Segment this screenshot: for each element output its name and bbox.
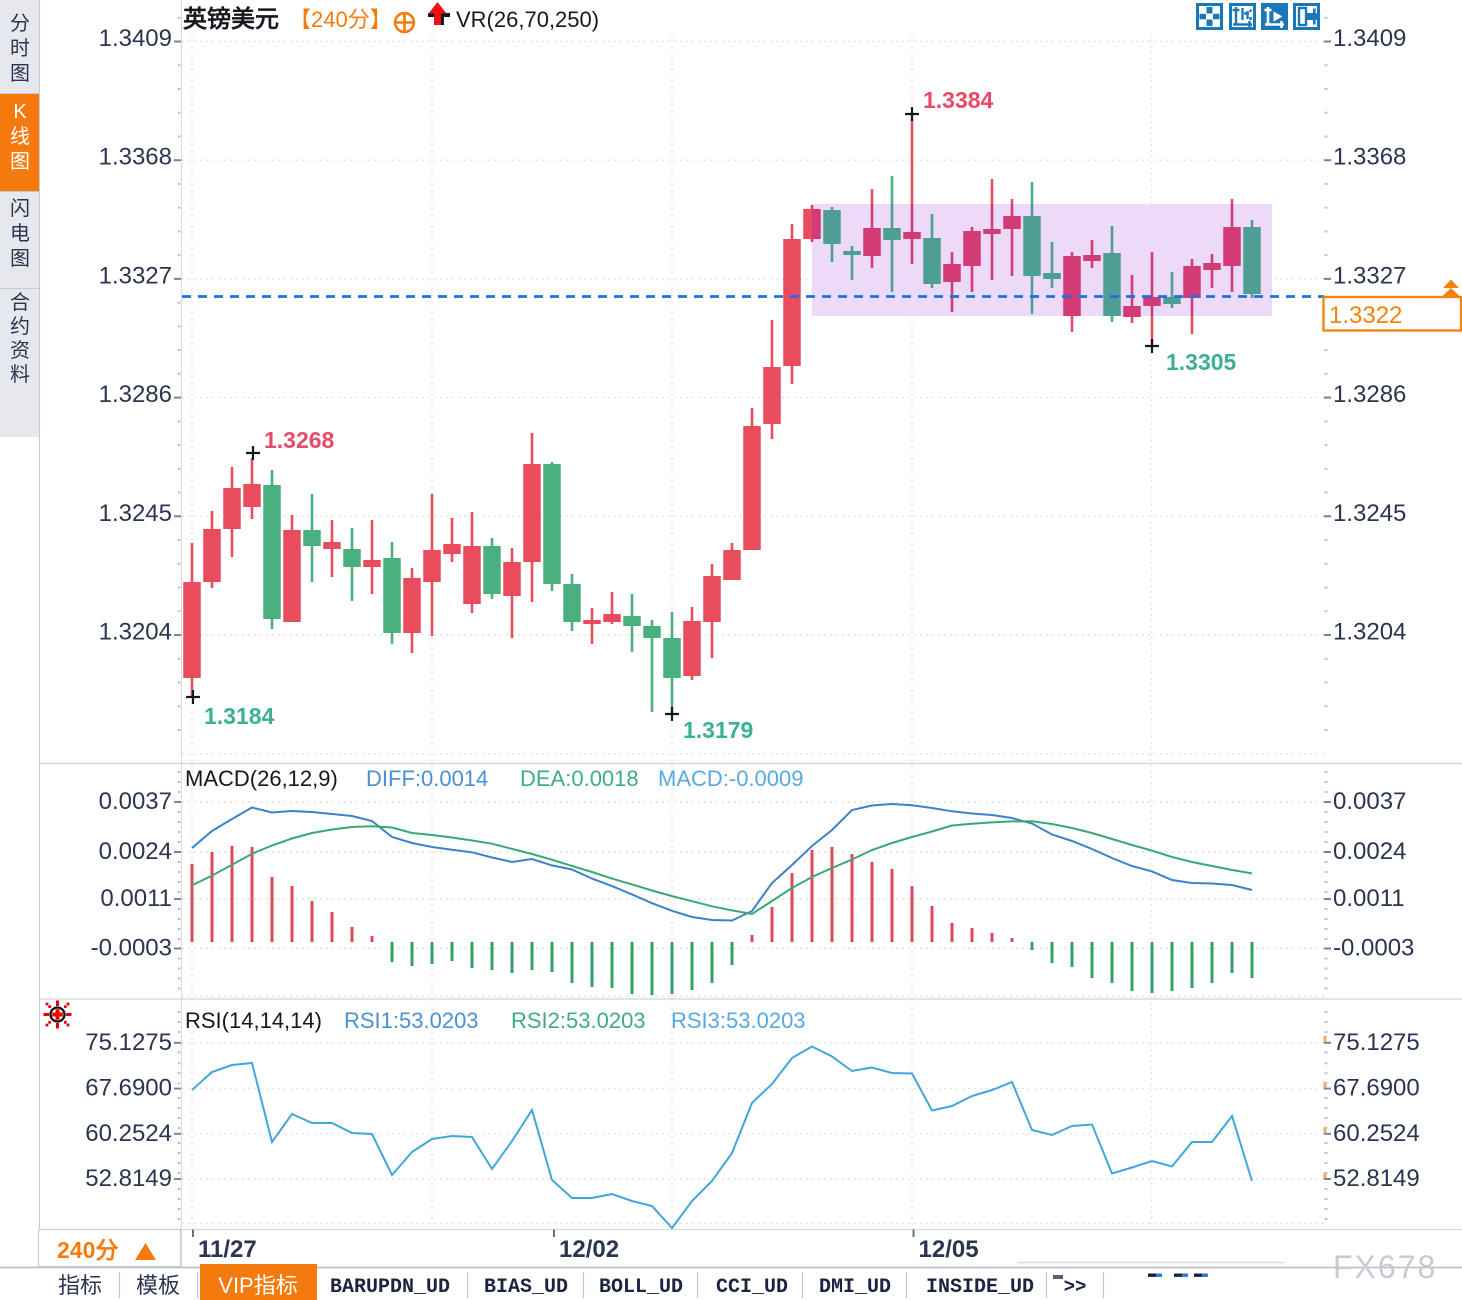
svg-text:-0.0003: -0.0003: [91, 935, 172, 962]
svg-text:【240分】: 【240分】: [289, 7, 392, 32]
svg-text:RSI1:53.0203: RSI1:53.0203: [344, 1008, 479, 1033]
svg-text:BARUPDN_UD: BARUPDN_UD: [330, 1276, 450, 1299]
svg-text:1.3204: 1.3204: [1333, 619, 1406, 646]
svg-text:1.3245: 1.3245: [1333, 500, 1406, 527]
svg-text:1.3368: 1.3368: [1333, 144, 1406, 171]
svg-text:75.1275: 75.1275: [1333, 1029, 1420, 1056]
svg-text:图: 图: [10, 248, 30, 270]
svg-text:0.0011: 0.0011: [1333, 885, 1405, 912]
svg-text:1.3268: 1.3268: [264, 427, 335, 453]
svg-text:VIP指标: VIP指标: [218, 1273, 297, 1298]
svg-text:约: 约: [10, 315, 30, 338]
svg-text:0.0024: 0.0024: [99, 838, 172, 865]
svg-text:模板: 模板: [136, 1273, 180, 1298]
svg-text:75.1275: 75.1275: [85, 1029, 172, 1056]
svg-text:DIFF:0.0014: DIFF:0.0014: [366, 766, 488, 791]
svg-text:1.3409: 1.3409: [1333, 25, 1406, 52]
svg-text:合: 合: [10, 291, 30, 314]
svg-text:60.2524: 60.2524: [85, 1120, 172, 1147]
svg-text:1.3322: 1.3322: [1329, 302, 1402, 329]
svg-text:BOLL_UD: BOLL_UD: [599, 1276, 683, 1299]
svg-text:线: 线: [10, 125, 30, 148]
svg-text:RSI2:53.0203: RSI2:53.0203: [511, 1008, 646, 1033]
svg-text:闪: 闪: [10, 197, 30, 220]
svg-text:DMI_UD: DMI_UD: [819, 1276, 891, 1299]
svg-text:1.3286: 1.3286: [99, 381, 172, 408]
svg-text:FX678: FX678: [1333, 1249, 1437, 1285]
svg-text:RSI3:53.0203: RSI3:53.0203: [671, 1008, 806, 1033]
svg-text:240分: 240分: [57, 1237, 118, 1263]
svg-text:0.0037: 0.0037: [1333, 788, 1406, 815]
svg-text:12/05: 12/05: [919, 1236, 979, 1263]
svg-text:料: 料: [10, 363, 30, 386]
svg-text:52.8149: 52.8149: [85, 1165, 172, 1192]
svg-text:时: 时: [10, 37, 30, 60]
svg-text:INSIDE_UD: INSIDE_UD: [926, 1276, 1034, 1299]
svg-text:52.8149: 52.8149: [1333, 1165, 1420, 1192]
svg-text:DEA:0.0018: DEA:0.0018: [520, 766, 639, 791]
svg-text:图: 图: [10, 151, 30, 173]
svg-text:1.3286: 1.3286: [1333, 381, 1406, 408]
svg-text:>>: >>: [1064, 1276, 1087, 1298]
svg-text:电: 电: [10, 222, 30, 245]
svg-text:1.3305: 1.3305: [1166, 349, 1237, 375]
svg-text:指标: 指标: [58, 1273, 102, 1298]
svg-text:CCI_UD: CCI_UD: [716, 1276, 788, 1299]
svg-text:1.3384: 1.3384: [923, 87, 994, 113]
svg-text:0.0024: 0.0024: [1333, 838, 1406, 865]
svg-text:-0.0003: -0.0003: [1333, 935, 1414, 962]
svg-text:1.3327: 1.3327: [1333, 262, 1406, 289]
svg-text:MACD:-0.0009: MACD:-0.0009: [658, 766, 804, 791]
svg-text:67.6900: 67.6900: [1333, 1075, 1420, 1102]
svg-text:67.6900: 67.6900: [85, 1075, 172, 1102]
svg-text:12/02: 12/02: [559, 1236, 619, 1263]
svg-text:图: 图: [10, 63, 30, 85]
svg-text:1.3409: 1.3409: [99, 25, 172, 52]
svg-text:BIAS_UD: BIAS_UD: [484, 1276, 568, 1299]
svg-text:1.3184: 1.3184: [204, 703, 275, 729]
svg-text:0.0011: 0.0011: [100, 885, 172, 912]
svg-text:11/27: 11/27: [198, 1236, 257, 1263]
svg-text:1.3368: 1.3368: [99, 144, 172, 171]
svg-text:VR(26,70,250): VR(26,70,250): [456, 7, 599, 32]
svg-text:1.3179: 1.3179: [683, 717, 753, 743]
svg-text:英镑美元: 英镑美元: [183, 5, 279, 33]
svg-text:RSI(14,14,14): RSI(14,14,14): [185, 1008, 322, 1033]
svg-text:1.3245: 1.3245: [99, 500, 172, 527]
svg-text:1.3204: 1.3204: [99, 619, 172, 646]
svg-text:资: 资: [10, 339, 30, 362]
svg-text:60.2524: 60.2524: [1333, 1120, 1420, 1147]
svg-text:K: K: [13, 101, 27, 123]
svg-text:1.3327: 1.3327: [99, 262, 172, 289]
svg-text:MACD(26,12,9): MACD(26,12,9): [185, 766, 338, 791]
svg-text:分: 分: [10, 12, 30, 35]
svg-text:0.0037: 0.0037: [99, 788, 172, 815]
